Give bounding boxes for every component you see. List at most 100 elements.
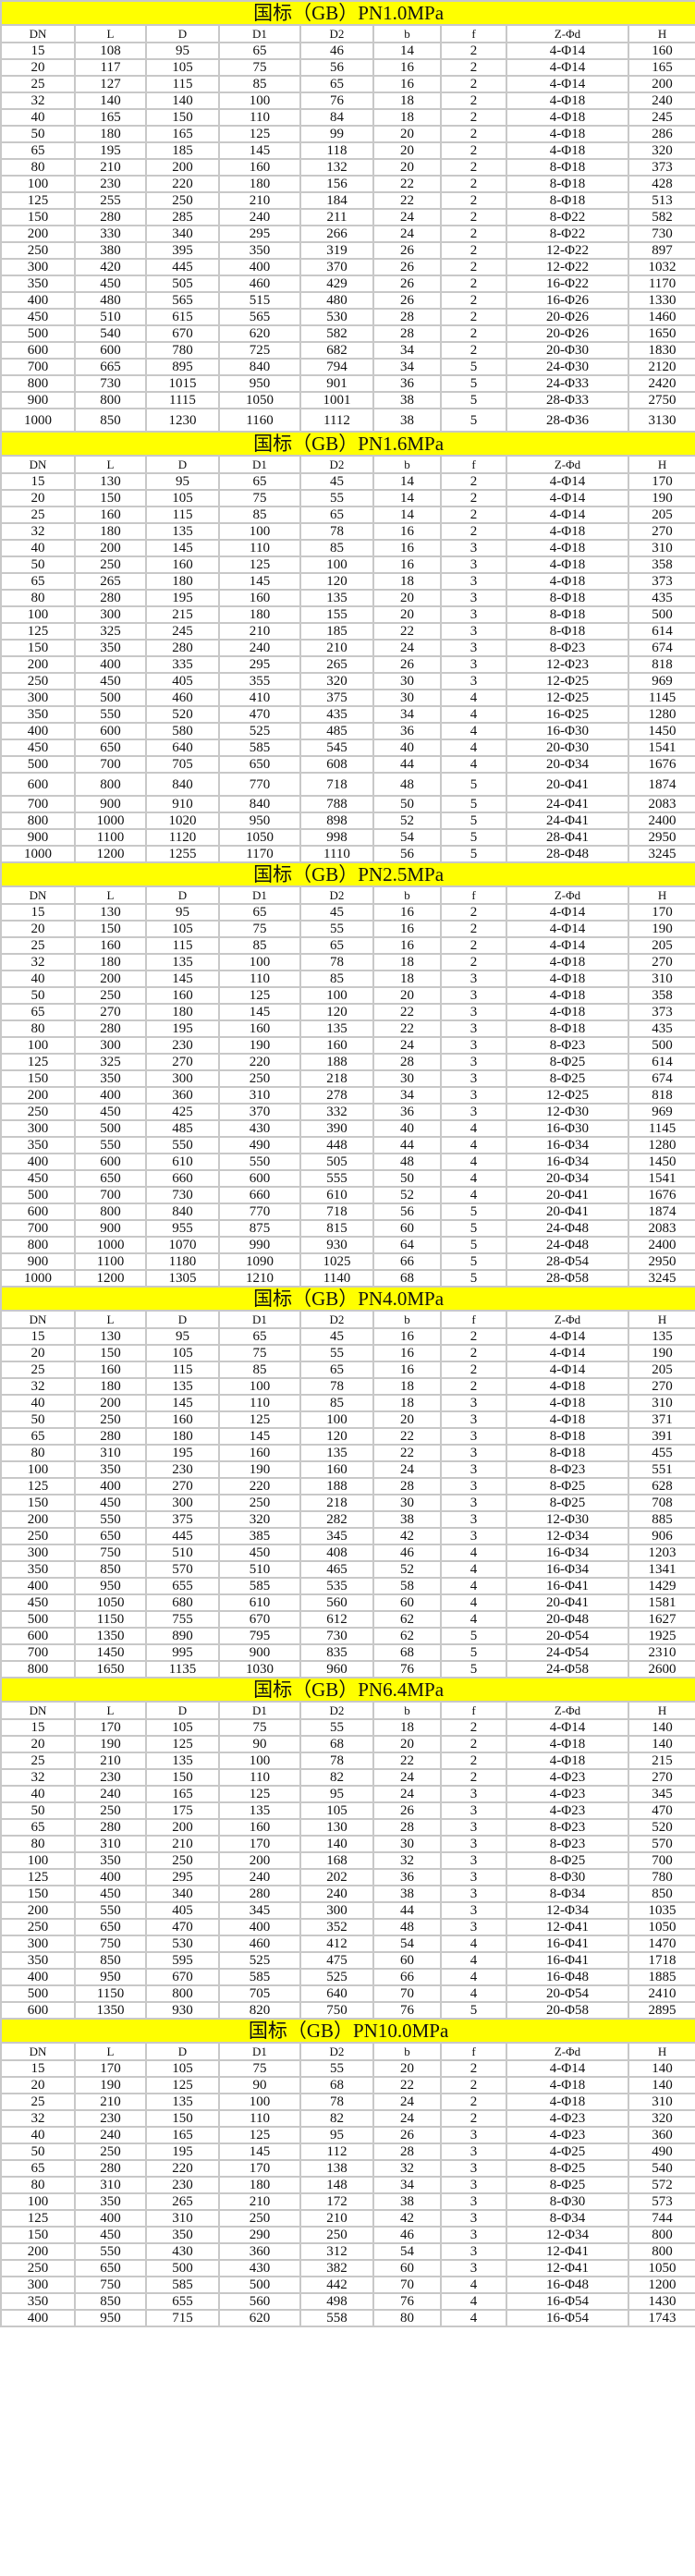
- table-row: 20 150 105 75 55 16 2 4-Φ14 190: [0, 1344, 695, 1362]
- cell-h: 570: [627, 1835, 695, 1853]
- cell-d: 1020: [145, 812, 220, 830]
- table-row: 32 230 150 110 82 24 2 4-Φ23 320: [0, 2109, 695, 2128]
- table-row: 50 250 195 145 112 28 3 4-Φ25 490: [0, 2143, 695, 2161]
- table-row: 125 325 270 220 188 28 3 8-Φ25 614: [0, 1053, 695, 1071]
- cell-d1: 90: [218, 1735, 301, 1753]
- cell-d2: 78: [299, 1377, 374, 1396]
- cell-bolt-holes: 4-Φ14: [506, 920, 629, 938]
- cell-d: 175: [145, 1801, 220, 1820]
- cell-b: 36: [372, 1103, 442, 1121]
- column-header-d: D: [145, 885, 220, 905]
- cell-h: 3245: [627, 1269, 695, 1288]
- cell-b: 62: [372, 1627, 442, 1645]
- cell-d2: 130: [299, 1818, 374, 1837]
- table-row: 125 255 250 210 184 22 2 8-Φ18 513: [0, 191, 695, 210]
- cell-l: 480: [74, 291, 147, 310]
- cell-b: 30: [372, 1835, 442, 1853]
- cell-dn: 500: [0, 1610, 76, 1629]
- cell-dn: 300: [0, 2276, 76, 2294]
- cell-bolt-holes: 4-Φ18: [506, 970, 629, 988]
- cell-h: 1145: [627, 689, 695, 707]
- cell-d2: 930: [299, 1236, 374, 1254]
- table-row: 50 250 160 125 100 16 3 4-Φ18 358: [0, 555, 695, 574]
- cell-d1: 360: [218, 2242, 301, 2261]
- cell-d2: 99: [299, 125, 374, 143]
- cell-bolt-holes: 4-Φ18: [506, 1410, 629, 1429]
- cell-f: 2: [440, 953, 507, 971]
- cell-d2: 730: [299, 1627, 374, 1645]
- cell-bolt-holes: 24-Φ54: [506, 1643, 629, 1662]
- cell-l: 400: [74, 1868, 147, 1886]
- table-row: 200 330 340 295 266 24 2 8-Φ22 730: [0, 225, 695, 243]
- cell-f: 5: [440, 391, 507, 409]
- cell-d2: 100: [299, 555, 374, 574]
- cell-d1: 600: [218, 1169, 301, 1188]
- cell-d1: 295: [218, 225, 301, 243]
- cell-d1: 100: [218, 2093, 301, 2111]
- cell-bolt-holes: 4-Φ14: [506, 1327, 629, 1346]
- cell-l: 200: [74, 1394, 147, 1412]
- cell-bolt-holes: 20-Φ41: [506, 1203, 629, 1221]
- cell-d2: 155: [299, 605, 374, 624]
- cell-b: 40: [372, 1119, 442, 1138]
- cell-d1: 75: [218, 489, 301, 507]
- cell-f: 3: [440, 986, 507, 1005]
- cell-d: 580: [145, 722, 220, 740]
- cell-f: 2: [440, 75, 507, 93]
- cell-f: 3: [440, 2159, 507, 2178]
- cell-d2: 78: [299, 522, 374, 541]
- cell-d: 655: [145, 2292, 220, 2311]
- cell-d: 180: [145, 1003, 220, 1021]
- cell-d1: 240: [218, 208, 301, 226]
- cell-b: 22: [372, 175, 442, 193]
- table-row: 15 130 95 65 45 16 2 4-Φ14 170: [0, 903, 695, 922]
- column-header-f: f: [440, 24, 507, 43]
- cell-l: 160: [74, 1361, 147, 1379]
- cell-d2: 168: [299, 1851, 374, 1870]
- cell-d: 520: [145, 705, 220, 724]
- column-header-f: f: [440, 2042, 507, 2061]
- cell-dn: 15: [0, 1327, 76, 1346]
- cell-d: 135: [145, 2093, 220, 2111]
- cell-bolt-holes: 12-Φ34: [506, 2226, 629, 2244]
- cell-h: 190: [627, 1344, 695, 1362]
- cell-d2: 265: [299, 655, 374, 674]
- cell-d2: 375: [299, 689, 374, 707]
- cell-bolt-holes: 16-Φ34: [506, 1136, 629, 1154]
- cell-f: 3: [440, 1019, 507, 1038]
- cell-d: 215: [145, 605, 220, 624]
- table-row: 20 150 105 75 55 16 2 4-Φ14 190: [0, 920, 695, 938]
- cell-bolt-holes: 24-Φ41: [506, 795, 629, 813]
- cell-b: 18: [372, 572, 442, 591]
- cell-dn: 40: [0, 539, 76, 557]
- cell-d2: 45: [299, 472, 374, 491]
- cell-bolt-holes: 8-Φ25: [506, 1851, 629, 1870]
- cell-b: 18: [372, 970, 442, 988]
- cell-d2: 788: [299, 795, 374, 813]
- cell-d1: 620: [218, 324, 301, 343]
- cell-b: 20: [372, 1735, 442, 1753]
- cell-h: 205: [627, 506, 695, 524]
- cell-f: 5: [440, 1219, 507, 1238]
- table-row: 25 127 115 85 65 16 2 4-Φ14 200: [0, 75, 695, 93]
- table-row: 600 1350 930 820 750 76 5 20-Φ58 2895: [0, 2001, 695, 2020]
- cell-l: 250: [74, 2143, 147, 2161]
- cell-bolt-holes: 24-Φ48: [506, 1236, 629, 1254]
- cell-f: 2: [440, 506, 507, 524]
- cell-f: 3: [440, 2126, 507, 2144]
- cell-bolt-holes: 8-Φ34: [506, 2209, 629, 2228]
- cell-dn: 40: [0, 2126, 76, 2144]
- cell-d1: 190: [218, 1460, 301, 1479]
- cell-b: 26: [372, 655, 442, 674]
- cell-l: 130: [74, 903, 147, 922]
- cell-d: 655: [145, 1577, 220, 1595]
- cell-h: 358: [627, 555, 695, 574]
- cell-d2: 901: [299, 374, 374, 393]
- cell-l: 265: [74, 572, 147, 591]
- cell-l: 255: [74, 191, 147, 210]
- cell-h: 373: [627, 1003, 695, 1021]
- cell-bolt-holes: 12-Φ23: [506, 655, 629, 674]
- cell-h: 2420: [627, 374, 695, 393]
- cell-dn: 32: [0, 92, 76, 110]
- cell-dn: 25: [0, 936, 76, 955]
